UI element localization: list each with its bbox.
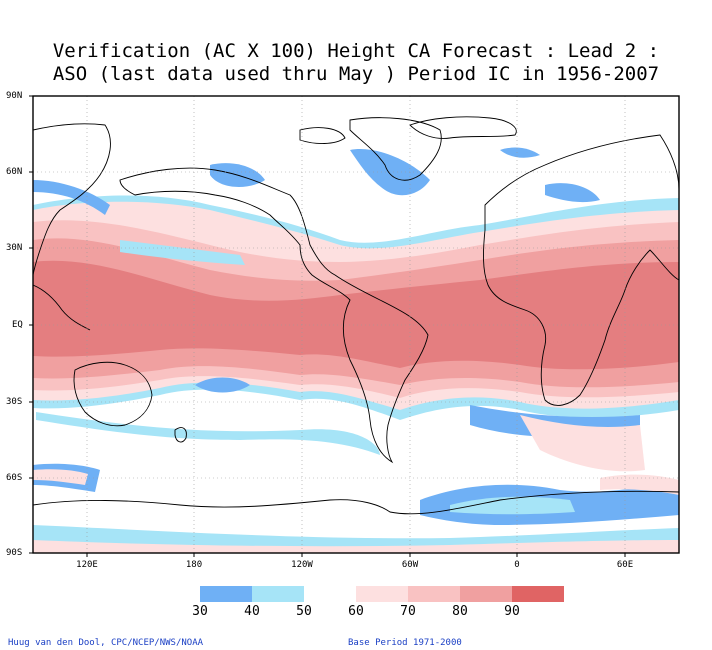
lat-label-eq: EQ — [12, 320, 23, 330]
colorbar-swatch-3 — [356, 586, 408, 602]
colorbar-swatch-2 — [304, 586, 356, 602]
lat-label-60n: 60N — [6, 167, 23, 177]
colorbar-label-90: 90 — [504, 604, 520, 619]
lat-label-90s: 90S — [6, 548, 23, 558]
graticule — [33, 96, 679, 553]
lon-label-60e: 60E — [616, 560, 634, 570]
lon-label-60w: 60W — [401, 560, 419, 570]
colorbar-label-40: 40 — [244, 604, 260, 619]
lat-label-60s: 60S — [6, 473, 23, 483]
colorbar-label-30: 30 — [192, 604, 208, 619]
colorbar — [200, 586, 564, 602]
colorbar-label-70: 70 — [400, 604, 416, 619]
lon-label-120e: 120E — [76, 560, 98, 570]
colorbar-swatch-0 — [200, 586, 252, 602]
colorbar-swatch-4 — [408, 586, 460, 602]
axis-ticks — [29, 95, 626, 557]
colorbar-label-50: 50 — [296, 604, 312, 619]
coastlines — [33, 116, 679, 515]
lon-label-120w: 120W — [291, 560, 313, 570]
colorbar-swatch-1 — [252, 586, 304, 602]
colorbar-swatch-6 — [512, 586, 564, 602]
skill-shading — [33, 96, 679, 553]
map-title-line1: Verification (AC X 100) Height CA Foreca… — [52, 40, 660, 62]
credit-base-period: Base Period 1971-2000 — [348, 638, 462, 648]
lat-label-30n: 30N — [6, 243, 23, 253]
colorbar-label-80: 80 — [452, 604, 468, 619]
lat-label-30s: 30S — [6, 397, 23, 407]
colorbar-swatch-5 — [460, 586, 512, 602]
map-title-line2: ASO (last data used thru May ) Period IC… — [52, 63, 660, 85]
lon-label-180: 180 — [185, 560, 203, 570]
credit-author: Huug van den Dool, CPC/NCEP/NWS/NOAA — [8, 638, 204, 648]
colorbar-label-60: 60 — [348, 604, 364, 619]
lat-label-90n: 90N — [6, 91, 23, 101]
lon-label-0: 0 — [514, 560, 520, 570]
